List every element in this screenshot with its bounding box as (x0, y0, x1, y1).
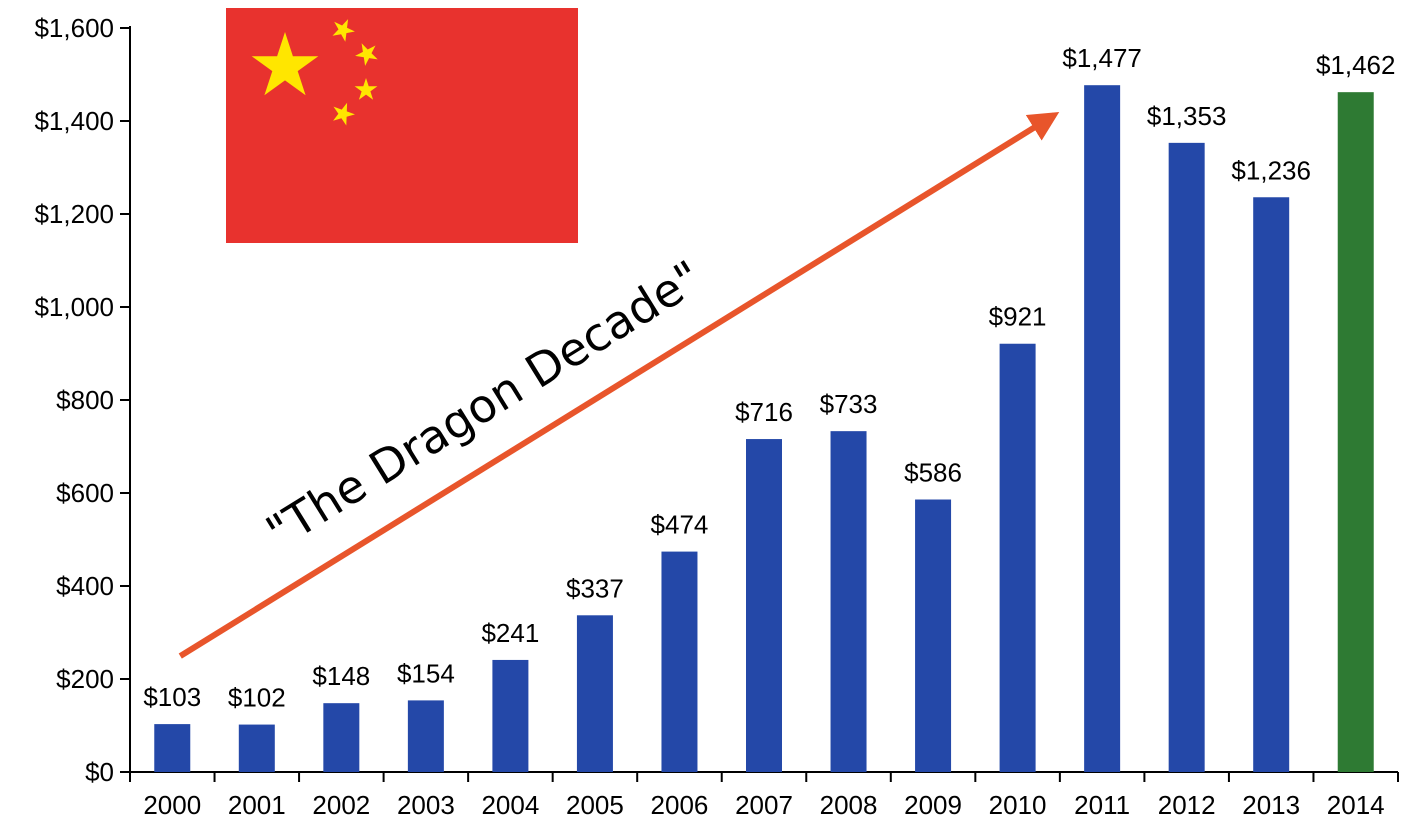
bar-2008 (830, 431, 867, 772)
data-label-2005: $337 (566, 573, 624, 603)
bar-2002 (323, 703, 360, 772)
x-tick-label: 2006 (651, 790, 709, 820)
data-label-2004: $241 (481, 618, 539, 648)
bar-2011 (1084, 85, 1121, 772)
bar-2004 (492, 659, 529, 772)
data-label-2007: $716 (735, 397, 793, 427)
annotation-text: "The Dragon Decade" (257, 250, 711, 560)
x-tick-label: 2008 (820, 790, 878, 820)
y-tick-label: $1,000 (34, 292, 114, 322)
bar-2003 (407, 700, 444, 772)
bar-2010 (999, 343, 1036, 772)
x-tick-label: 2003 (397, 790, 455, 820)
x-tick-label: 2010 (989, 790, 1047, 820)
flag-small-star (355, 43, 378, 66)
y-tick-label: $800 (56, 385, 114, 415)
trend-arrow (178, 112, 1060, 659)
y-tick-label: $200 (56, 664, 114, 694)
x-tick-label: 2000 (143, 790, 201, 820)
data-label-2008: $733 (820, 389, 878, 419)
data-label-2003: $154 (397, 658, 455, 688)
bar-2006 (661, 551, 698, 772)
x-tick-label: 2009 (904, 790, 962, 820)
x-tick-label: 2012 (1158, 790, 1216, 820)
bar-2007 (746, 439, 782, 772)
data-label-2002: $148 (312, 661, 370, 691)
data-label-2014: $1,462 (1316, 50, 1396, 80)
bar-2005 (576, 615, 613, 772)
y-tick-label: $600 (56, 478, 114, 508)
x-tick-label: 2002 (312, 790, 370, 820)
x-tick-label: 2001 (228, 790, 286, 820)
data-label-2000: $103 (143, 682, 201, 712)
bar-2000 (154, 724, 191, 772)
x-tick-label: 2011 (1074, 790, 1130, 820)
y-tick-label: $1,200 (34, 199, 114, 229)
bar-2012 (1168, 142, 1205, 773)
data-label-2001: $102 (228, 683, 286, 713)
y-tick-label: $400 (56, 571, 114, 601)
data-label-2009: $586 (904, 458, 962, 488)
y-axis: $0 $200 $400 $600 $800 $1,000 $1,200 $1,400 $1,6… (34, 13, 131, 787)
y-tick-label: $1,600 (34, 13, 114, 43)
flag-small-star (333, 102, 355, 126)
bars (154, 85, 1374, 773)
bar-2013 (1253, 197, 1290, 772)
flag-small-star (332, 19, 355, 42)
bar-2009 (915, 499, 952, 772)
bar-2014 (1337, 92, 1374, 773)
flag-large-star (251, 32, 319, 96)
x-tick-label: 2013 (1242, 790, 1300, 820)
data-label-2013: $1,236 (1231, 155, 1311, 185)
china-flag-icon (226, 8, 578, 243)
bar-2001 (238, 724, 275, 772)
x-tick-label: 2014 (1327, 790, 1385, 820)
flag-small-star (354, 78, 378, 100)
y-tick-label: $0 (85, 757, 114, 787)
data-label-2010: $921 (989, 302, 1047, 332)
data-labels: $103 $102 $148 $154 $241 $337 $474 $716 $733 $586… (143, 43, 1395, 712)
x-tick-label: 2007 (735, 790, 793, 820)
data-label-2006: $474 (651, 510, 709, 540)
x-axis: 2000 2001 2002 2003 2004 2005 2006 2007 2008 2009… (129, 771, 1399, 820)
x-tick-label: 2005 (566, 790, 624, 820)
data-label-2011: $1,477 (1062, 43, 1142, 73)
data-label-2012: $1,353 (1147, 101, 1227, 131)
y-tick-label: $1,400 (34, 106, 114, 136)
x-tick-label: 2004 (481, 790, 539, 820)
